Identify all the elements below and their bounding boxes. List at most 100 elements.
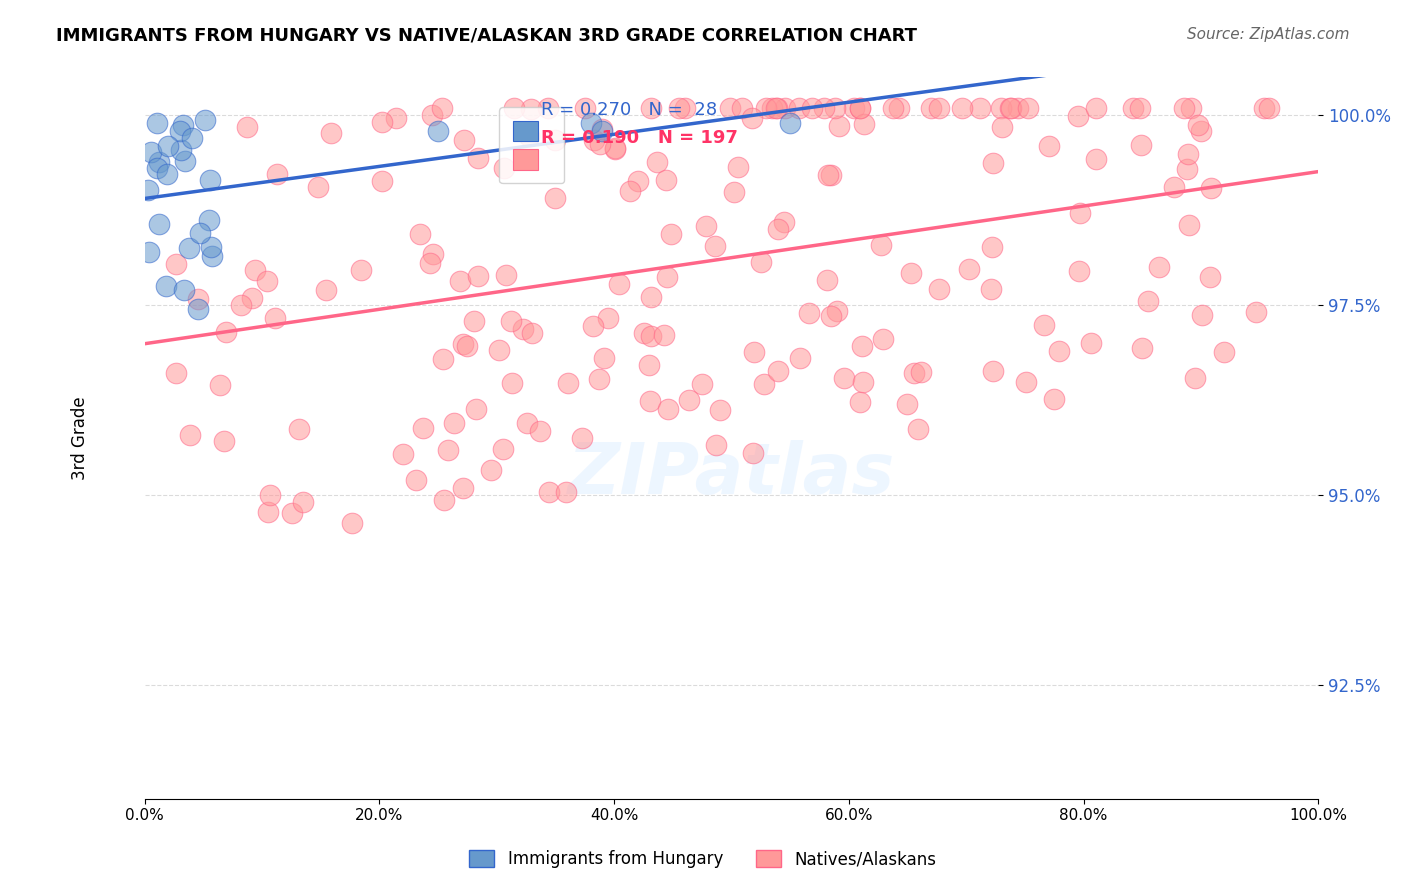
Point	[640, 290, 662, 304]
Point	[849, 101, 872, 115]
Legend: Immigrants from Hungary, Natives/Alaskans: Immigrants from Hungary, Natives/Alaskan…	[463, 843, 943, 875]
Point	[896, 397, 918, 411]
Point	[165, 257, 187, 271]
Point	[512, 321, 534, 335]
Point	[148, 217, 170, 231]
Point	[557, 376, 579, 391]
Point	[281, 506, 304, 520]
Point	[980, 282, 1002, 296]
Point	[852, 117, 875, 131]
Point	[588, 371, 610, 385]
Point	[817, 273, 839, 287]
Point	[449, 274, 471, 288]
Point	[1184, 370, 1206, 384]
Point	[315, 283, 337, 297]
Point	[990, 101, 1012, 115]
Point	[647, 155, 669, 169]
Point	[998, 101, 1021, 115]
Point	[704, 438, 727, 452]
Point	[718, 101, 741, 115]
Point	[825, 304, 848, 318]
Point	[187, 293, 209, 307]
Point	[157, 138, 180, 153]
Point	[828, 119, 851, 133]
Point	[824, 101, 846, 115]
Point	[1212, 345, 1234, 359]
Point	[752, 377, 775, 392]
Point	[659, 227, 682, 241]
Point	[501, 376, 523, 391]
Point	[529, 424, 551, 438]
Point	[479, 463, 502, 477]
Point	[768, 221, 790, 235]
Point	[443, 417, 465, 431]
Point	[638, 358, 661, 372]
Point	[1033, 318, 1056, 332]
Point	[1201, 181, 1223, 195]
Point	[288, 422, 311, 436]
Point	[1038, 139, 1060, 153]
Point	[148, 154, 170, 169]
Point	[872, 332, 894, 346]
Point	[950, 101, 973, 115]
Point	[910, 365, 932, 379]
Point	[179, 428, 201, 442]
Point	[467, 152, 489, 166]
Point	[848, 101, 870, 115]
Point	[928, 282, 950, 296]
Point	[742, 345, 765, 359]
Point	[981, 156, 1004, 170]
Point	[1191, 308, 1213, 322]
Point	[801, 101, 824, 115]
Point	[773, 101, 796, 115]
Point	[212, 434, 235, 448]
Point	[969, 101, 991, 115]
Point	[538, 484, 561, 499]
Point	[1069, 206, 1091, 220]
Point	[1163, 179, 1185, 194]
Point	[619, 184, 641, 198]
Point	[465, 402, 488, 417]
Point	[640, 328, 662, 343]
Point	[849, 395, 872, 409]
Point	[633, 326, 655, 340]
Text: R = 0.270   N =  28: R = 0.270 N = 28	[541, 101, 717, 119]
Point	[655, 173, 678, 187]
Point	[174, 154, 197, 169]
Point	[427, 123, 450, 137]
Point	[1130, 342, 1153, 356]
Point	[766, 364, 789, 378]
Point	[591, 123, 613, 137]
Point	[959, 261, 981, 276]
Point	[231, 298, 253, 312]
Legend: , : ,	[499, 107, 564, 183]
Point	[991, 120, 1014, 135]
Point	[371, 114, 394, 128]
Point	[155, 279, 177, 293]
Point	[574, 101, 596, 115]
Point	[194, 112, 217, 127]
Point	[257, 505, 280, 519]
Point	[851, 338, 873, 352]
Point	[652, 328, 675, 343]
Point	[820, 169, 842, 183]
Point	[259, 488, 281, 502]
Point	[256, 274, 278, 288]
Point	[766, 101, 789, 115]
Point	[520, 326, 543, 340]
Point	[451, 482, 474, 496]
Point	[1177, 162, 1199, 177]
Point	[820, 309, 842, 323]
Point	[813, 101, 835, 115]
Point	[657, 402, 679, 417]
Point	[197, 212, 219, 227]
Point	[571, 431, 593, 445]
Point	[409, 227, 432, 241]
Point	[170, 143, 193, 157]
Point	[832, 371, 855, 385]
Point	[495, 268, 517, 283]
Point	[494, 161, 516, 175]
Point	[340, 516, 363, 530]
Point	[1199, 270, 1222, 285]
Point	[236, 120, 259, 134]
